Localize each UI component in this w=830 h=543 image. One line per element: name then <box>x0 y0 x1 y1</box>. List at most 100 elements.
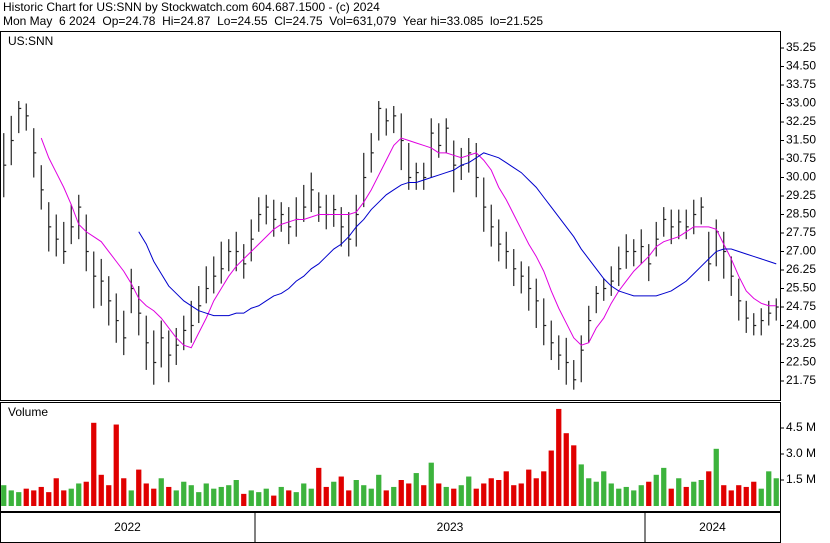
volume-bar <box>323 486 329 506</box>
volume-bar <box>691 481 697 506</box>
volume-bar <box>586 478 592 506</box>
volume-bar <box>68 488 74 506</box>
volume-bar <box>158 478 164 506</box>
volume-bar <box>1 485 7 506</box>
volume-bar <box>443 486 449 506</box>
volume-bar <box>346 490 352 506</box>
volume-bar <box>211 488 217 506</box>
volume-bar <box>188 485 194 506</box>
volume-bar <box>233 480 239 506</box>
volume-bar <box>338 476 344 506</box>
volume-bar <box>196 492 202 506</box>
volume-bar <box>706 471 712 506</box>
volume-bar <box>91 422 97 506</box>
volume-bar <box>638 485 644 506</box>
volume-bar <box>511 485 517 506</box>
volume-bar <box>698 480 704 506</box>
volume-bar <box>151 488 157 506</box>
volume-bar <box>571 445 577 506</box>
volume-panel <box>0 402 781 512</box>
volume-bar <box>668 488 674 506</box>
volume-bar <box>406 483 412 506</box>
y-tick-label: 33.00 <box>786 96 816 110</box>
y-tick-label: 26.25 <box>786 262 816 276</box>
volume-bar <box>391 486 397 506</box>
y-tick-label: 23.25 <box>786 336 816 350</box>
y-tick-label: 29.25 <box>786 188 816 202</box>
y-tick-label: 24.00 <box>786 318 816 332</box>
volume-bar <box>383 490 389 506</box>
volume-bar <box>436 483 442 506</box>
volume-bar <box>286 490 292 506</box>
volume-bar <box>593 481 599 506</box>
volume-bar <box>331 481 337 506</box>
volume-bar <box>256 492 262 506</box>
y-tick-label: 3.0 M <box>786 446 816 460</box>
volume-bar <box>248 490 254 506</box>
y-tick-label: 22.50 <box>786 355 816 369</box>
volume-bar <box>773 478 779 506</box>
volume-bar <box>226 485 232 506</box>
volume-bar <box>421 485 427 506</box>
y-tick-label: 4.5 M <box>786 420 816 434</box>
volume-bar <box>271 495 277 506</box>
y-tick-label: 28.50 <box>786 207 816 221</box>
volume-bar <box>713 448 719 506</box>
volume-bar <box>128 490 134 506</box>
volume-bar <box>526 469 532 506</box>
volume-bar <box>293 492 299 506</box>
y-tick-label: 1.5 M <box>786 472 816 486</box>
volume-bar <box>301 483 307 506</box>
volume-bar <box>53 478 59 506</box>
y-tick-label: 31.50 <box>786 133 816 147</box>
volume-bar <box>166 486 172 506</box>
volume-bar <box>721 485 727 506</box>
volume-bar <box>623 486 629 506</box>
volume-bar <box>608 483 614 506</box>
volume-bar <box>556 408 562 506</box>
y-tick-label: 27.00 <box>786 244 816 258</box>
volume-bar <box>481 483 487 506</box>
volume-bar <box>23 488 29 506</box>
y-tick-label: 30.75 <box>786 151 816 165</box>
volume-bar <box>316 467 322 506</box>
volume-bar <box>541 471 547 506</box>
y-tick-label: 35.25 <box>786 40 816 54</box>
volume-bar <box>61 490 67 506</box>
volume-bar <box>751 481 757 506</box>
volume-bar <box>113 424 119 506</box>
volume-bar <box>653 474 659 506</box>
volume-bar <box>38 486 44 506</box>
volume-label: Volume <box>8 405 48 419</box>
volume-bar <box>278 486 284 506</box>
volume-bar <box>503 471 509 506</box>
volume-bar <box>76 483 82 506</box>
volume-bar <box>181 481 187 506</box>
period-label: 2022 <box>114 520 141 534</box>
volume-bar <box>218 486 224 506</box>
volume-bar <box>413 473 419 506</box>
volume-bar <box>16 492 22 506</box>
y-tick-label: 34.50 <box>786 59 816 73</box>
volume-bar <box>601 471 607 506</box>
volume-bar <box>518 483 524 506</box>
volume-bar <box>683 486 689 506</box>
volume-bar <box>263 488 269 506</box>
y-tick-label: 21.75 <box>786 373 816 387</box>
volume-bar <box>488 478 494 506</box>
price-panel <box>0 31 781 401</box>
volume-bar <box>563 433 569 506</box>
volume-bar <box>361 485 367 506</box>
volume-bar <box>451 488 457 506</box>
period-label: 2024 <box>699 520 726 534</box>
volume-bar <box>616 488 622 506</box>
volume-bar <box>766 471 772 506</box>
volume-bar <box>46 492 52 506</box>
volume-bar <box>758 488 764 506</box>
volume-bar <box>661 467 667 506</box>
y-tick-label: 30.00 <box>786 170 816 184</box>
volume-bar <box>121 478 127 506</box>
volume-bar <box>428 462 434 506</box>
